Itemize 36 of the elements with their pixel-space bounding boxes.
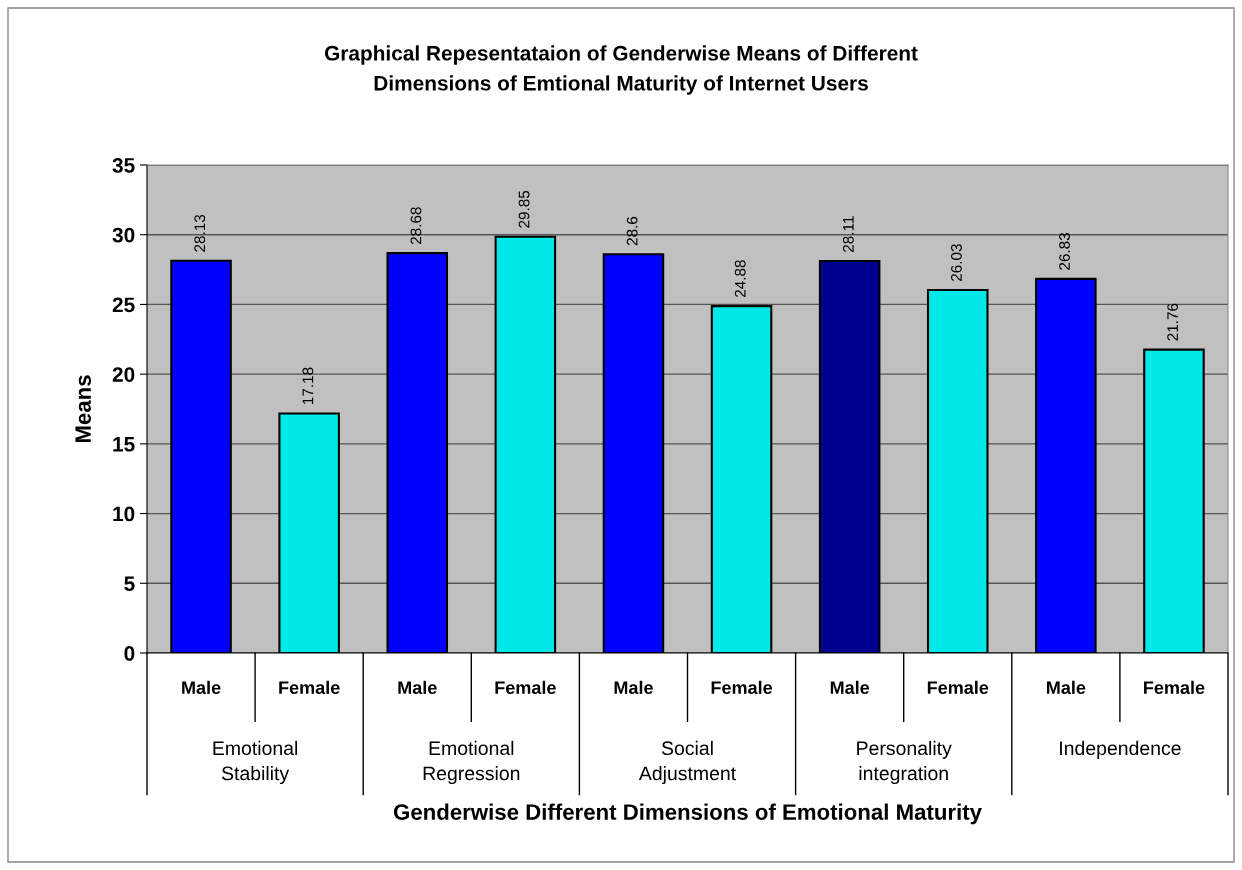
y-tick-label: 15 (113, 437, 135, 452)
data-label: 26.83 (1059, 233, 1070, 270)
y-tick-label: 35 (112, 158, 135, 173)
x-tick-label: Female (927, 680, 989, 695)
y-tick-label: 10 (113, 506, 135, 522)
text: Personality integration (857, 740, 952, 785)
text: Emotional Regression (423, 740, 520, 785)
y-tick-label: 25 (112, 297, 135, 313)
x-tick-label: Female (279, 680, 340, 695)
y-tick-label: 0 (124, 646, 135, 661)
x-tick-label: Female (711, 680, 773, 695)
data-label: 28.6 (626, 216, 638, 246)
x-axis-title: Genderwise Different Dimensions of Emotional Maturity (393, 803, 982, 825)
y-tick-label: 20 (112, 367, 135, 382)
chart-title: Graphical Repesentataion of Genderwise Means of Different Dimensions of Emtional Maturity of Internet Users (324, 45, 918, 95)
data-label: 28.68 (410, 207, 422, 245)
data-label: 29.85 (518, 190, 530, 228)
y-axis-title: Means (75, 375, 91, 443)
x-tick-label: Male (1046, 680, 1086, 695)
y-tick-label: 30 (112, 227, 135, 243)
x-tick-label: Female (495, 680, 556, 695)
data-label: 17.18 (302, 367, 314, 404)
data-label: 26.03 (951, 244, 962, 281)
data-label: 28.11 (842, 216, 854, 252)
data-label: 28.13 (194, 214, 206, 252)
x-tick-label: Male (830, 680, 870, 695)
text: Social Adjustment (638, 740, 736, 785)
data-label: 24.88 (734, 260, 746, 297)
data-label: 21.76 (1167, 303, 1179, 341)
x-tick-label: Female (1144, 680, 1205, 695)
text: Emotional Stability (213, 740, 298, 785)
text: Independence (1060, 740, 1181, 759)
x-tick-label: Male (398, 680, 437, 695)
x-tick-label: Male (182, 680, 221, 695)
x-tick-label: Male (614, 680, 653, 695)
y-tick-label: 5 (124, 576, 135, 592)
